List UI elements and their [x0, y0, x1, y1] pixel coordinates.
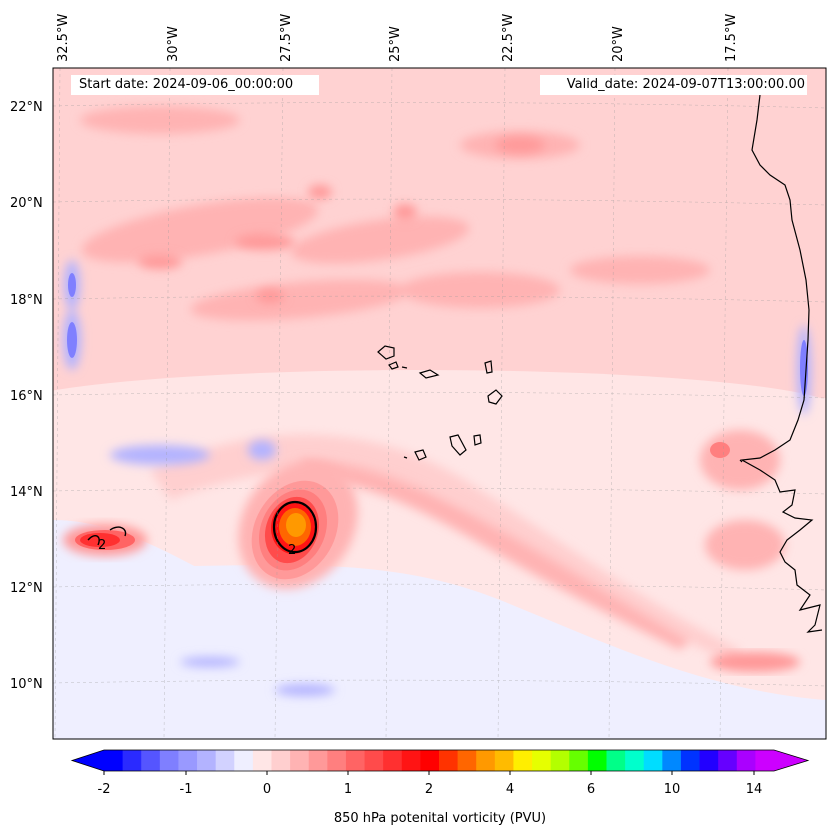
colorbar-swatch — [587, 750, 607, 771]
colorbar-swatch — [215, 750, 235, 771]
colorbar-swatch — [401, 750, 421, 771]
lon-label: 17.5°W — [724, 14, 739, 62]
colorbar-swatch — [699, 750, 719, 771]
colorbar-swatch — [532, 750, 552, 771]
colorbar-swatch — [178, 750, 198, 771]
colorbar-label: 850 hPa potenital vorticity (PVU) — [334, 811, 546, 826]
colorbar-swatch — [755, 750, 775, 771]
colorbar-extend-max — [774, 750, 808, 771]
colorbar-swatch — [494, 750, 514, 771]
colorbar-ticks: -2 -1 0 1 2 4 6 10 14 — [98, 782, 763, 797]
colorbar-tick-label: -2 — [98, 782, 111, 797]
colorbar-swatch — [383, 750, 403, 771]
colorbar-tick-label: 6 — [587, 782, 595, 797]
lon-label: 22.5°W — [501, 14, 516, 62]
colorbar-tick-label: 0 — [263, 782, 271, 797]
lon-label: 32.5°W — [56, 14, 71, 62]
colorbar-swatch — [625, 750, 645, 771]
start-date: Start date: 2024-09-06_00:00:00 — [71, 75, 319, 95]
lat-label: 20°N — [10, 196, 43, 211]
lat-label: 14°N — [10, 485, 43, 500]
lon-label: 25°W — [388, 26, 403, 62]
lon-label: 30°W — [166, 26, 181, 62]
colorbar-tick-label: 14 — [746, 782, 763, 797]
colorbar-swatch — [197, 750, 217, 771]
colorbar-swatch — [457, 750, 477, 771]
longitude-labels: 32.5°W 30°W 27.5°W 25°W 22.5°W 20°W 17.5… — [56, 14, 739, 62]
lat-label: 18°N — [10, 293, 43, 308]
colorbar-swatch — [680, 750, 701, 771]
lon-label: 20°W — [611, 26, 626, 62]
cape-verde-islands — [377, 345, 503, 461]
colorbar-swatch — [736, 750, 756, 771]
colorbar-swatch — [513, 750, 533, 771]
lat-label: 16°N — [10, 389, 43, 404]
colorbar-swatch — [290, 750, 310, 771]
colorbar-swatch — [569, 750, 589, 771]
colorbar-swatch — [550, 750, 570, 771]
colorbar-tick-label: -1 — [180, 782, 193, 797]
colorbar-tick-label: 2 — [425, 782, 433, 797]
colorbar-tick-label: 10 — [664, 782, 681, 797]
valid-date: Valid_date: 2024-09-07T13:00:00.00 — [540, 75, 807, 95]
lat-label: 10°N — [10, 677, 43, 692]
colorbar-swatch — [662, 750, 682, 771]
colorbar-swatch — [104, 750, 124, 771]
latitude-labels: 22°N 20°N 18°N 16°N 14°N 12°N 10°N — [10, 100, 43, 692]
colorbar-swatch — [327, 750, 347, 771]
colorbar-swatch — [439, 750, 459, 771]
colorbar-swatch — [271, 750, 291, 771]
colorbar-tick-label: 4 — [506, 782, 514, 797]
colorbar-swatch — [476, 750, 496, 771]
lon-label: 27.5°W — [279, 14, 294, 62]
colorbar-swatch — [420, 750, 440, 771]
colorbar-tick-label: 1 — [344, 782, 352, 797]
colorbar-swatch — [364, 750, 384, 771]
colorbar-extend-min — [72, 750, 104, 771]
west-africa-coastline — [740, 94, 823, 633]
colorbar-swatch — [718, 750, 738, 771]
contour-label: 2 — [98, 538, 106, 553]
colorbar-swatch — [159, 750, 179, 771]
colorbar-swatch — [141, 750, 161, 771]
pv-contours — [53, 68, 826, 739]
lat-label: 22°N — [10, 100, 43, 115]
colorbar-swatch — [606, 750, 626, 771]
colorbar-swatch — [122, 750, 142, 771]
contour-label: 2 — [288, 543, 296, 558]
colorbar-swatch — [252, 750, 272, 771]
colorbar-swatch — [643, 750, 663, 771]
colorbar-swatch — [345, 750, 366, 771]
lat-label: 12°N — [10, 581, 43, 596]
colorbar-swatch — [234, 750, 254, 771]
colorbar — [70, 749, 810, 775]
colorbar-swatch — [308, 750, 328, 771]
